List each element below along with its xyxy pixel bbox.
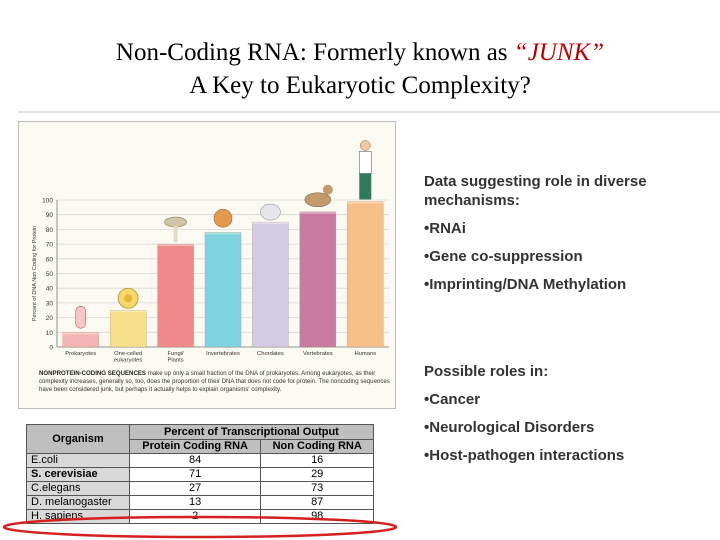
chordate-icon: [260, 203, 281, 221]
mushroom-icon: [164, 216, 187, 228]
cell-nucleus-icon: [124, 294, 133, 303]
mechanisms-list: Data suggesting role in diverse mechanis…: [424, 172, 714, 294]
octopus-icon: [213, 209, 233, 228]
mechanism-item-cosuppression: •Gene co-suppression: [424, 248, 583, 265]
bar-highlight: [157, 244, 194, 247]
mechanisms-heading: Data suggesting role in diverse mechanis…: [424, 173, 647, 209]
y-tick-label: 100: [42, 198, 53, 205]
bar: [62, 332, 99, 348]
title-line-1: Non-Coding RNA: Formerly known as “JUNK”: [0, 36, 720, 69]
y-tick-label: 90: [46, 212, 54, 219]
human-head-icon: [360, 140, 371, 151]
bar-highlight: [252, 222, 289, 225]
protein-coding-cell: 27: [128, 481, 262, 496]
table-row: C.elegans 27 73: [26, 481, 374, 496]
roles-heading: Possible roles in:: [424, 363, 549, 380]
bar-highlight: [299, 211, 336, 214]
x-tick-label: Vertebrates: [303, 351, 333, 357]
bar-highlight: [62, 332, 99, 335]
protein-coding-cell: 84: [128, 453, 262, 468]
table-row: D. melanogaster 13 87: [26, 495, 374, 510]
title-line-2: A Key to Eukaryotic Complexity?: [189, 72, 531, 99]
x-tick-label: Invertebrates: [206, 351, 240, 357]
organism-cell: D. melanogaster: [26, 495, 130, 510]
chart-panel: 0 10 20 30 40 50 60 70 80 90 100 Percent of DNA Non…: [18, 121, 396, 409]
x-tick-label: Chordates: [257, 351, 284, 357]
non-coding-header: Non Coding RNA: [260, 439, 374, 454]
non-coding-cell: 87: [260, 495, 374, 510]
bacterium-icon: [75, 306, 87, 329]
caption-lead: NONPROTEIN-CODING SEQUENCES: [39, 370, 146, 377]
bar: [299, 211, 337, 348]
table-row: E.coli 84 16: [26, 453, 374, 468]
mushroom-stem-icon: [173, 226, 178, 243]
y-axis-label: Percent of DNA Non Coding for Protein: [32, 226, 38, 321]
y-tick-label: 40: [46, 286, 54, 293]
organism-cell: C.elegans: [26, 481, 130, 496]
non-coding-cell: 29: [260, 467, 374, 482]
percent-output-header: Percent of Transcriptional Output: [128, 424, 375, 440]
y-tick-label: 0: [49, 345, 53, 352]
y-tick-label: 30: [46, 300, 54, 307]
non-coding-cell: 16: [260, 453, 374, 468]
role-item-neurological: •Neurological Disorders: [424, 419, 595, 436]
chart-caption: NONPROTEIN-CODING SEQUENCES make up only…: [39, 370, 391, 395]
bar: [157, 243, 194, 348]
caption-text: make up only a small fraction of the DNA…: [39, 370, 390, 394]
protein-coding-cell: 13: [128, 495, 262, 510]
x-tick-label: Fungi/: [168, 351, 185, 357]
title-junk-word: “JUNK”: [513, 39, 605, 66]
human-trousers-icon: [359, 173, 372, 200]
x-tick-label: One-celled: [114, 351, 142, 357]
table-row: S. cerevisiae 71 29: [26, 467, 374, 482]
bar-highlight: [204, 232, 242, 235]
noncoding-dna-bar-chart: 0 10 20 30 40 50 60 70 80 90 100 Percent of DNA Non…: [32, 140, 389, 364]
role-item-cancer: •Cancer: [424, 391, 481, 408]
bar: [204, 232, 242, 348]
human-shirt-icon: [358, 151, 372, 174]
mechanism-item-rnai: •RNAi: [424, 220, 466, 237]
dog-icon: [304, 192, 332, 208]
y-tick-label: 10: [46, 330, 54, 337]
bar-highlight: [347, 201, 384, 204]
y-tick-label: 20: [46, 315, 54, 322]
y-tick-label: 80: [46, 227, 54, 234]
bar-highlight: [110, 310, 147, 313]
dog-head-icon: [322, 184, 333, 195]
slide-title: Non-Coding RNA: Formerly known as “JUNK”…: [0, 36, 720, 102]
title-prefix: Non-Coding RNA: Formerly known as: [115, 39, 514, 66]
bar: [347, 201, 384, 348]
protein-coding-cell: 71: [128, 467, 262, 482]
y-tick-label: 50: [46, 271, 54, 278]
role-item-host-pathogen: •Host-pathogen interactions: [424, 447, 625, 464]
x-tick-label: Prokaryotes: [65, 351, 96, 357]
transcription-table: Organism Percent of Transcriptional Outp…: [26, 424, 375, 524]
x-tick-label: eukaryotes: [114, 358, 142, 364]
x-tick-label: Plants: [168, 358, 184, 364]
bar: [109, 310, 147, 348]
organism-cell: S. cerevisiae: [26, 467, 130, 482]
non-coding-cell: 73: [260, 481, 374, 496]
y-tick-label: 70: [46, 242, 54, 249]
mechanism-item-imprinting: •Imprinting/DNA Methylation: [424, 276, 627, 293]
y-tick-label: 60: [46, 256, 54, 263]
protein-coding-header: Protein Coding RNA: [128, 439, 262, 454]
bar: [252, 221, 289, 348]
title-divider: [18, 111, 720, 113]
possible-roles-list: Possible roles in: •Cancer •Neurological…: [424, 362, 714, 465]
x-tick-label: Humans: [354, 351, 376, 357]
highlight-ellipse: [2, 515, 398, 539]
organism-header: Organism: [26, 424, 130, 454]
organism-cell: E.coli: [26, 453, 130, 468]
